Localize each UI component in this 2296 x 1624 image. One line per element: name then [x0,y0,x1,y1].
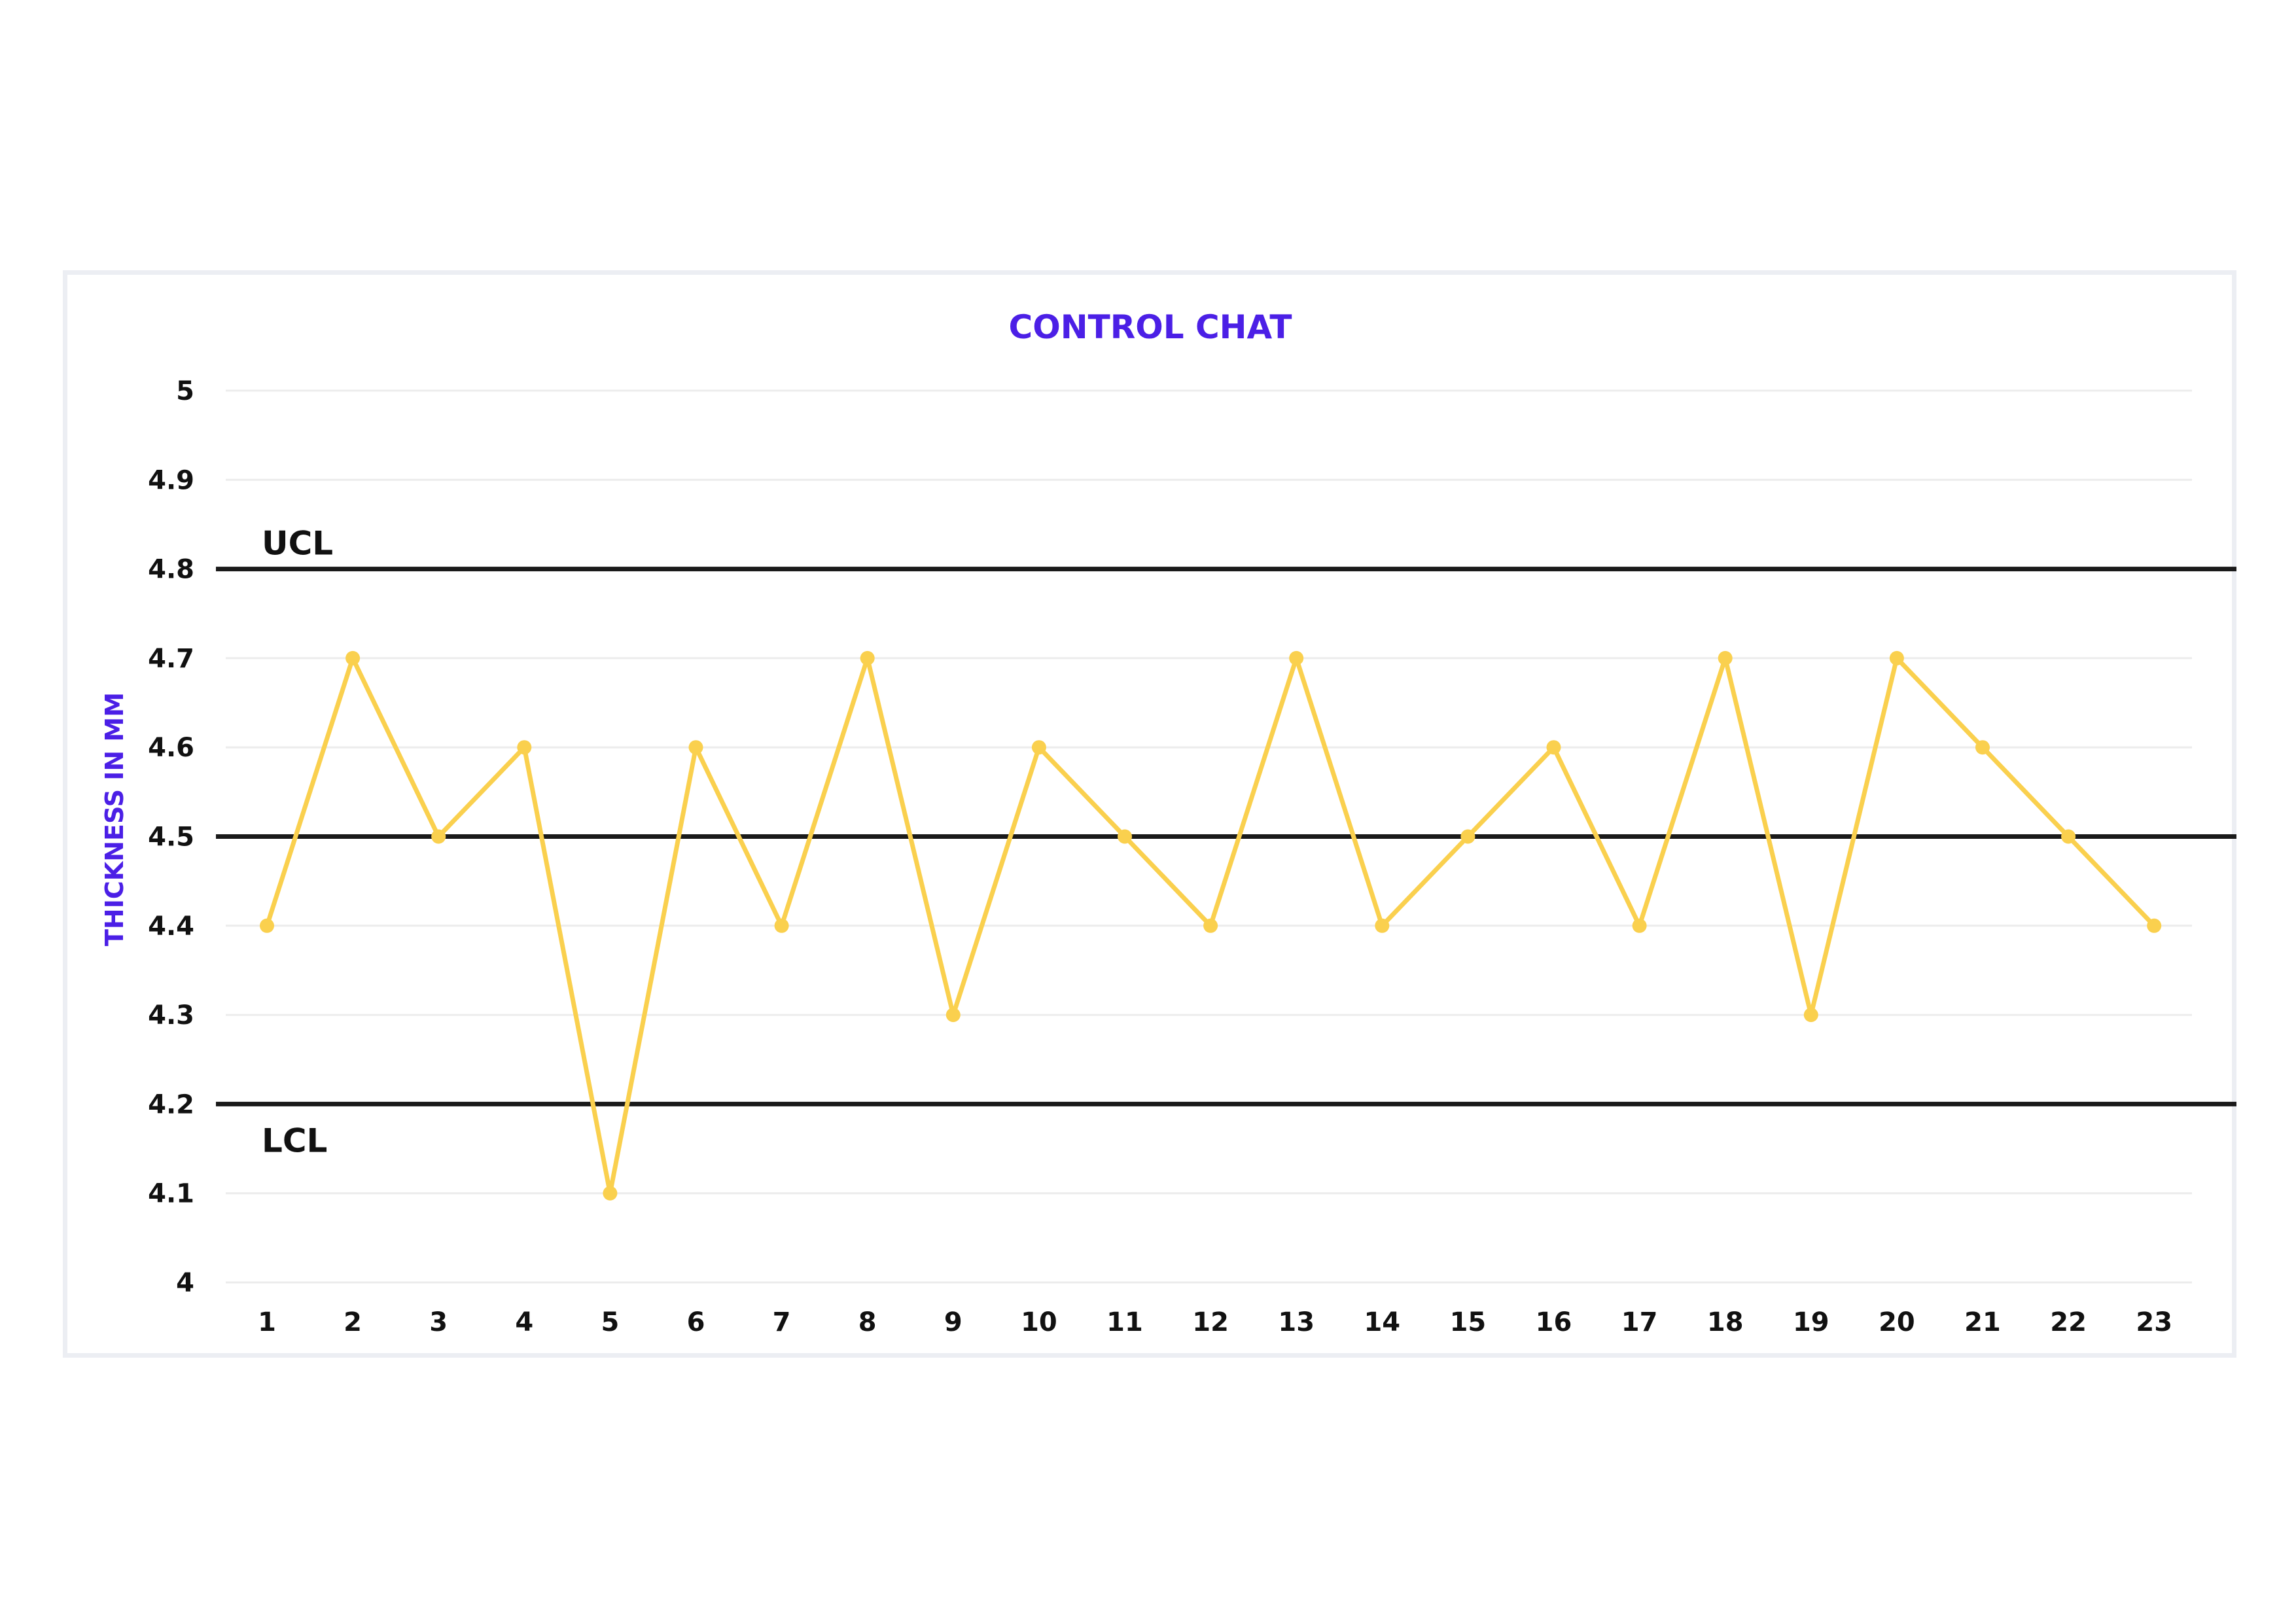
x-tick-label: 16 [1536,1307,1572,1337]
y-axis-label: THICKNESS IN MM [100,692,129,946]
data-point [1546,740,1561,755]
y-tick-label: 4.6 [148,733,194,763]
y-tick-label: 4.9 [148,465,194,495]
x-tick-label: 12 [1192,1307,1229,1337]
x-tick-label: 7 [773,1307,791,1337]
y-tick-label: 4.8 [148,555,194,585]
y-tick-label: 4 [176,1268,194,1298]
data-point [345,650,361,665]
x-tick-label: 3 [429,1307,448,1337]
x-tick-label: 19 [1793,1307,1829,1337]
x-axis-ticks: 1 2 3 4 5 6 7 8 9 10 11 12 13 14 15 16 17 18 19 20 21 22 23 [258,1307,2172,1337]
data-point [2061,829,2076,844]
x-tick-label: 14 [1364,1307,1400,1337]
data-point [1803,1008,1818,1023]
x-tick-label: 17 [1621,1307,1658,1337]
chart-frame [63,270,2236,1358]
y-tick-label: 4.2 [148,1089,194,1120]
data-point [603,1186,618,1201]
data-point [1289,650,1304,665]
y-tick-label: 4.5 [148,822,194,853]
data-point [1632,918,1647,933]
x-tick-label: 20 [1879,1307,1915,1337]
y-tick-label: 5 [176,376,194,406]
data-series [260,650,2162,1201]
data-point [1975,740,1990,755]
x-tick-label: 1 [258,1307,276,1337]
data-point [1203,918,1218,933]
x-tick-label: 4 [515,1307,533,1337]
x-tick-label: 9 [944,1307,963,1337]
chart-title: CONTROL CHAT [1009,308,1292,346]
data-point [945,1008,961,1023]
x-tick-label: 5 [601,1307,619,1337]
x-tick-label: 10 [1021,1307,1057,1337]
x-tick-label: 13 [1278,1307,1315,1337]
y-tick-label: 4.1 [148,1179,194,1209]
x-tick-label: 23 [2136,1307,2172,1337]
reference-line-label: UCL [262,525,333,563]
reference-lines: UCL LCL [216,525,2236,1159]
data-point [1031,740,1046,755]
data-point [517,740,532,755]
y-tick-label: 4.7 [148,644,194,674]
x-tick-label: 18 [1707,1307,1744,1337]
x-tick-label: 11 [1106,1307,1143,1337]
x-tick-label: 15 [1450,1307,1487,1337]
data-point [1889,650,1904,665]
y-tick-label: 4.4 [148,911,194,942]
x-tick-label: 6 [687,1307,705,1337]
data-point [1718,650,1733,665]
y-axis-ticks: 4 4.1 4.2 4.3 4.4 4.5 4.6 4.7 4.8 4.9 5 [148,376,194,1298]
data-point [1118,829,1132,844]
data-point [2147,918,2162,933]
data-point [1460,829,1475,844]
y-tick-label: 4.3 [148,1000,194,1031]
x-tick-label: 2 [344,1307,362,1337]
data-point [774,918,789,933]
reference-line-label: LCL [262,1121,327,1159]
data-point [260,918,274,933]
data-point [431,829,446,844]
x-tick-label: 22 [2050,1307,2087,1337]
x-tick-label: 21 [1964,1307,2001,1337]
data-point [860,650,875,665]
data-point [1375,918,1390,933]
x-tick-label: 8 [858,1307,877,1337]
data-point [688,740,703,755]
